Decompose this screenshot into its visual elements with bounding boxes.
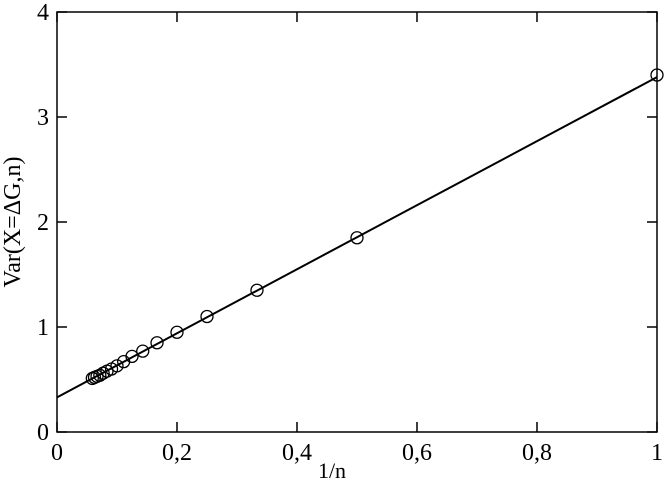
y-tick-label: 1 [37,315,49,341]
data-point [150,336,164,350]
data-point [200,309,214,324]
data-point [96,366,110,380]
data-point [117,354,131,369]
data-point [250,283,264,297]
x-tick-label: 0,2 [162,440,192,466]
data-point [136,344,150,358]
y-tick-label: 0 [37,420,49,446]
y-tick-label: 2 [37,210,49,236]
y-tick-label: 3 [37,105,49,131]
x-tick-label: 0,4 [282,440,312,466]
y-axis-label: Var(X=ΔG,n) [0,157,26,288]
x-tick-label: 0,6 [402,440,432,466]
data-point [650,68,664,82]
fit-line [56,76,658,399]
x-axis-label: 1/n [318,458,346,483]
data-point [350,231,364,245]
plot-frame [56,11,658,433]
x-tick-label: 1 [651,440,663,466]
data-point [85,371,99,386]
x-tick-label: 0,8 [522,440,552,466]
data-point [170,325,184,339]
y-tick-label: 4 [37,0,49,26]
x-tick-label: 0 [51,440,63,466]
